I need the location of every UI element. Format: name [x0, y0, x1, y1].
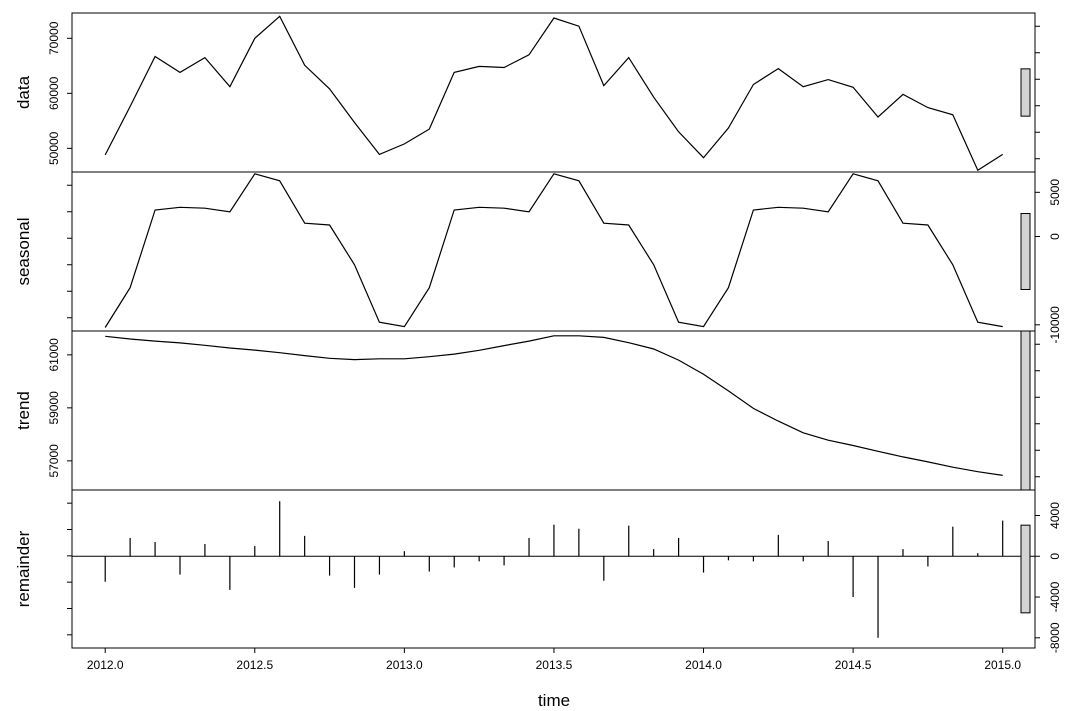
y-tick-label-remainder: 0 [1048, 553, 1062, 560]
range-bar-remainder [1020, 524, 1031, 614]
y-tick-label-data: 70000 [47, 21, 61, 55]
panel-frame-seasonal [71, 171, 1036, 332]
panel-frame-trend [71, 330, 1036, 491]
x-tick-label: 2013.5 [536, 658, 573, 672]
series-line-data [104, 15, 1004, 172]
panel-data: data 50000 60000 70000 [14, 12, 1040, 173]
series-line-seasonal [104, 173, 1003, 328]
x-axis: 2012.0 2012.5 2013.0 2013.5 2014.0 2014.5 2015… [87, 648, 1021, 672]
x-tick-label: 2013.0 [386, 658, 423, 672]
x-tick-label: 2014.5 [835, 658, 872, 672]
y-tick-label-remainder: -8000 [1048, 622, 1062, 653]
series-line-trend [105, 335, 1003, 476]
range-bar-seasonal [1020, 213, 1031, 290]
range-bar-trend [1020, 330, 1031, 491]
y-tick-label-remainder: 4000 [1048, 502, 1062, 529]
panel-seasonal: seasonal 5000 0 -10000 [14, 171, 1062, 344]
y-tick-label-remainder: -4000 [1048, 581, 1062, 612]
y-tick-label-seasonal: 5000 [1048, 179, 1062, 206]
y-tick-label-data: 60000 [47, 76, 61, 110]
x-axis-title: time [538, 691, 570, 710]
x-tick-label: 2014.0 [685, 658, 722, 672]
x-tick-label: 2012.5 [236, 658, 273, 672]
y-tick-label-trend: 59000 [47, 391, 61, 425]
x-tick-label: 2015.0 [984, 658, 1021, 672]
y-tick-label-data: 50000 [47, 131, 61, 165]
y-tick-label-trend: 57000 [47, 444, 61, 478]
x-tick-label: 2012.0 [87, 658, 124, 672]
range-bar-data [1020, 68, 1031, 117]
y-tick-label-seasonal: 0 [1048, 233, 1062, 240]
panel-label-data: data [14, 75, 33, 109]
panel-frame-data [71, 12, 1036, 173]
panel-label-trend: trend [14, 391, 33, 430]
panel-remainder: remainder 4000 0 -4000 -8000 [14, 489, 1062, 653]
y-tick-label-trend: 61000 [47, 338, 61, 372]
y-tick-label-seasonal: -10000 [1048, 306, 1062, 344]
panel-trend: trend 57000 59000 61000 [14, 330, 1040, 491]
panel-label-remainder: remainder [14, 530, 33, 607]
panel-frame-remainder [71, 489, 1036, 649]
panels: data500006000070000seasonal50000-10000tr… [14, 12, 1062, 653]
panel-label-seasonal: seasonal [14, 217, 33, 285]
